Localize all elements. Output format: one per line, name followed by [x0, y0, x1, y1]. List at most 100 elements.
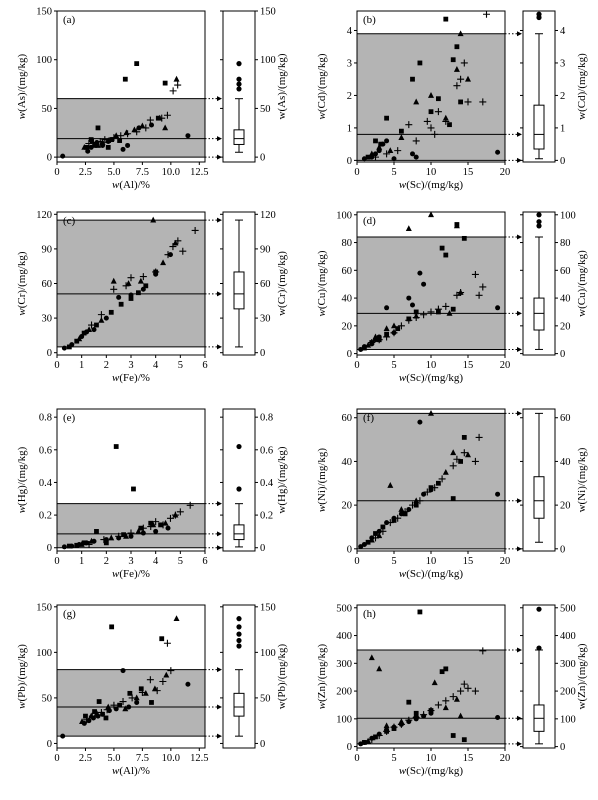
data-point-triangle: [151, 685, 158, 692]
x-tick-label: 3: [128, 556, 133, 567]
box-y-tick-label: 30: [260, 314, 271, 325]
data-point-plus: [110, 701, 118, 709]
data-point-plus: [83, 716, 91, 724]
connector-arrowhead: [217, 733, 222, 739]
data-point-plus: [386, 519, 394, 527]
data-point-circle: [495, 305, 501, 311]
data-point-plus: [416, 497, 424, 505]
connector-arrowhead: [217, 344, 222, 350]
y-tick-label: 60: [42, 279, 53, 290]
data-point-circle: [384, 520, 390, 526]
boxplot-outlier: [536, 223, 542, 229]
x-tick-label: 5.0: [107, 167, 120, 178]
x-tick-label: 5: [178, 556, 183, 567]
boxplot-outlier: [536, 219, 542, 225]
x-tick-label: 15: [463, 753, 474, 764]
box-y-tick-label: 0.4: [260, 478, 274, 489]
data-point-plus: [159, 521, 167, 529]
data-point-plus: [479, 647, 487, 655]
boxplot-outlier: [236, 637, 242, 644]
data-point-plus: [97, 708, 105, 716]
data-point-square: [362, 345, 367, 351]
boxplot-outlier: [536, 11, 542, 17]
box-y-tick-label: 1: [560, 123, 565, 134]
data-point-square: [118, 301, 124, 307]
data-point-plus: [191, 226, 199, 234]
data-point-square: [92, 709, 97, 714]
data-point-circle: [120, 146, 126, 152]
x-tick-label: 15: [463, 167, 474, 178]
data-point-square: [108, 309, 114, 315]
x-tick-label: 5: [391, 753, 396, 764]
boxplot-outlier: [236, 643, 242, 649]
panel-d: 0 5 10 15 20 0 20 40 60 80 100 (d) w(Sc)/(mg/kg) w(Cu…: [316, 210, 588, 384]
data-point-square: [136, 290, 141, 296]
boxplot-outlier: [236, 631, 242, 637]
data-point-triangle: [368, 654, 375, 661]
data-point-circle: [421, 491, 427, 497]
data-point-square: [417, 60, 423, 66]
data-point-circle: [417, 270, 423, 276]
data-point-plus: [420, 311, 428, 319]
x-axis-label: w(Sc)/(mg/kg): [399, 568, 464, 580]
data-point-plus: [412, 713, 420, 721]
boxplot-frame: [222, 408, 256, 552]
connector-arrowhead: [217, 136, 222, 142]
boxplot-outlier: [236, 81, 242, 87]
data-point-square: [94, 322, 99, 328]
data-point-circle: [361, 541, 367, 547]
data-point-triangle: [81, 143, 88, 150]
data-point-square: [391, 518, 397, 523]
data-point-triangle: [160, 259, 167, 266]
x-tick-label: 6: [202, 360, 207, 371]
boxplot-box: [533, 476, 545, 519]
box-y-tick-label: 4: [560, 26, 566, 37]
x-tick-label: 6: [202, 556, 207, 567]
boxplot-frame: [522, 604, 556, 749]
data-point-triangle: [93, 709, 100, 716]
y-tick-label: 50: [42, 693, 53, 704]
box-y-tick-label: 60: [560, 413, 571, 424]
boxplot-outlier: [236, 624, 242, 630]
data-point-triangle: [428, 211, 434, 218]
box-y-tick-label: 0: [560, 742, 565, 753]
data-point-triangle: [398, 134, 405, 141]
data-point-circle: [495, 491, 501, 497]
data-point-plus: [442, 117, 450, 125]
data-point-plus: [152, 268, 160, 276]
box-y-tick-label: 90: [260, 244, 271, 255]
box-y-tick-label: 40: [560, 294, 571, 305]
y-tick-label: 40: [342, 294, 353, 305]
data-point-square: [428, 485, 434, 491]
panel-f: 0 5 10 15 20 0 20 40 60 (f) w(Sc)/(mg/kg) w(Ni)/(mg…: [316, 408, 588, 580]
data-point-circle: [406, 295, 412, 301]
data-point-plus: [453, 291, 461, 299]
data-point-plus: [409, 501, 416, 509]
data-point-plus: [427, 308, 435, 316]
x-tick-label: 10: [426, 556, 437, 567]
data-point-plus: [483, 10, 490, 18]
data-point-plus: [405, 316, 413, 324]
data-point-triangle: [139, 122, 146, 129]
data-point-triangle: [405, 225, 412, 232]
boxplot-frame: [522, 10, 556, 163]
data-point-square: [81, 540, 87, 546]
x-tick-label: 20: [500, 556, 511, 567]
connector-arrowhead: [517, 131, 522, 137]
data-point-plus: [431, 130, 439, 138]
box-y-tick-label: 0: [260, 348, 265, 359]
background-band: [357, 413, 505, 549]
y-tick-label: 400: [336, 631, 352, 642]
y-axis-label: w(Cd)/(mg/kg): [316, 53, 328, 119]
data-point-plus: [174, 237, 182, 245]
data-point-square: [410, 76, 415, 82]
boxplot-box: [233, 524, 245, 541]
x-tick-label: 15: [463, 556, 474, 567]
data-point-circle: [60, 733, 66, 739]
box-y-tick-label: 80: [560, 238, 571, 249]
box-y-axis-label: w(As)/(mg/kg): [276, 53, 288, 119]
connector-arrowhead: [517, 546, 522, 552]
data-point-plus: [110, 134, 118, 142]
data-point-square: [134, 61, 140, 67]
y-tick-label: 30: [42, 314, 53, 325]
